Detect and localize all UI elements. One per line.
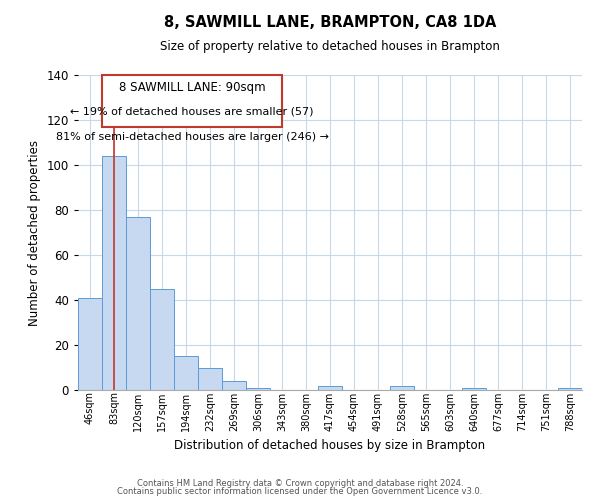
Text: Contains public sector information licensed under the Open Government Licence v3: Contains public sector information licen…	[118, 487, 482, 496]
Text: 8, SAWMILL LANE, BRAMPTON, CA8 1DA: 8, SAWMILL LANE, BRAMPTON, CA8 1DA	[164, 15, 496, 30]
X-axis label: Distribution of detached houses by size in Brampton: Distribution of detached houses by size …	[175, 439, 485, 452]
Bar	[222, 381, 246, 390]
Bar	[246, 388, 270, 390]
Bar	[102, 156, 126, 390]
Text: ← 19% of detached houses are smaller (57): ← 19% of detached houses are smaller (57…	[70, 106, 314, 117]
Text: 81% of semi-detached houses are larger (246) →: 81% of semi-detached houses are larger (…	[56, 132, 329, 141]
Bar	[174, 356, 198, 390]
Bar	[558, 388, 582, 390]
Bar	[198, 368, 222, 390]
Bar	[150, 289, 174, 390]
Bar	[78, 298, 102, 390]
Text: 8 SAWMILL LANE: 90sqm: 8 SAWMILL LANE: 90sqm	[119, 82, 265, 94]
Bar	[390, 386, 414, 390]
Text: Contains HM Land Registry data © Crown copyright and database right 2024.: Contains HM Land Registry data © Crown c…	[137, 478, 463, 488]
Bar	[318, 386, 342, 390]
Bar	[126, 217, 150, 390]
FancyBboxPatch shape	[102, 75, 282, 126]
Bar	[462, 388, 486, 390]
Text: Size of property relative to detached houses in Brampton: Size of property relative to detached ho…	[160, 40, 500, 53]
Y-axis label: Number of detached properties: Number of detached properties	[28, 140, 41, 326]
